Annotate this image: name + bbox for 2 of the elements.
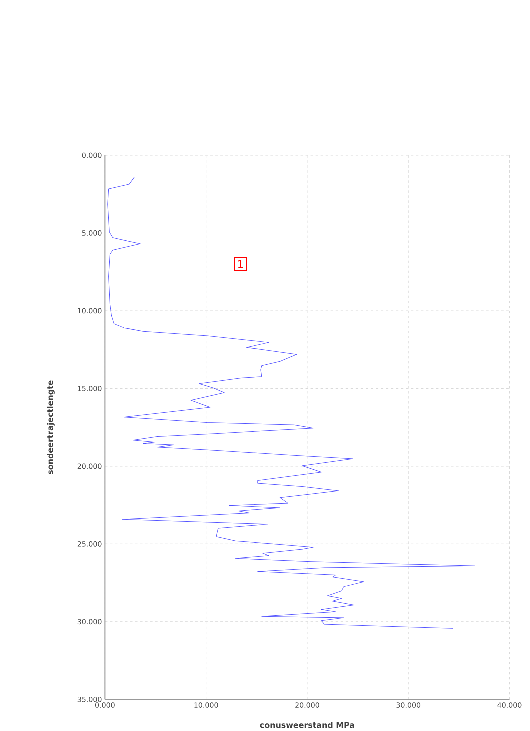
annotation: 1	[238, 260, 244, 268]
line-series	[108, 177, 476, 629]
